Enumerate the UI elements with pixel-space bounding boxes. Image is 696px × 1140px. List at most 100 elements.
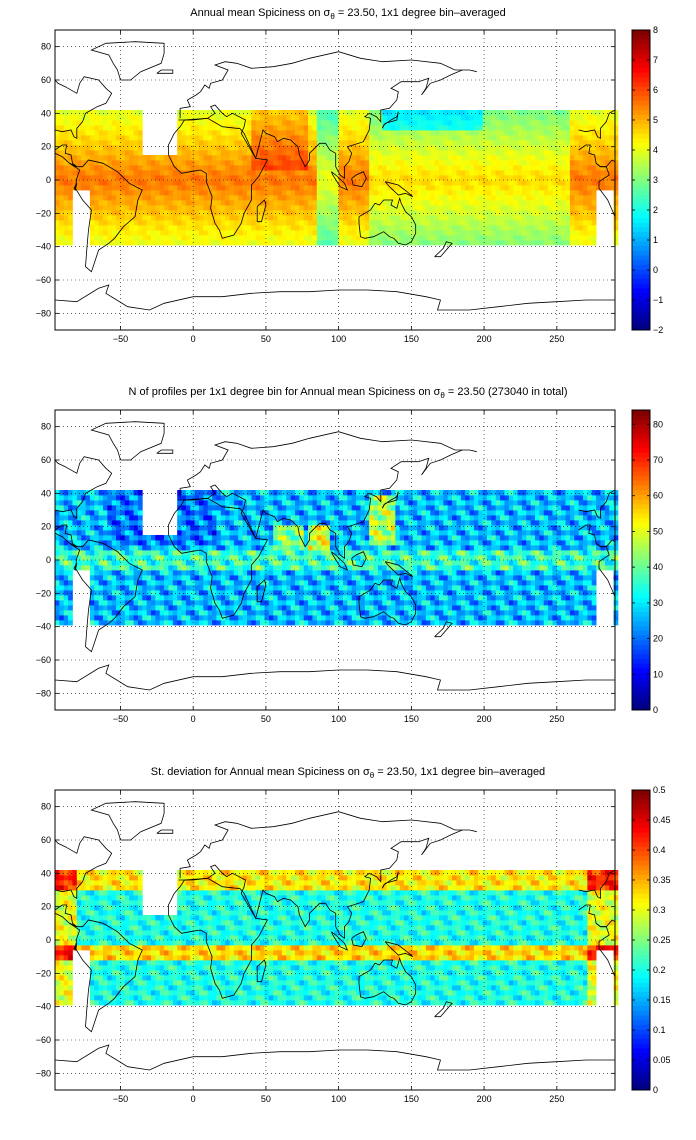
heatmap-cell [552,200,558,206]
heatmap-cell [308,615,313,621]
heatmap-cell [107,195,113,201]
heatmap-cell [308,505,313,511]
heatmap-cell [578,130,584,136]
heatmap-cell [613,210,619,216]
heatmap-cell [373,155,379,161]
heatmap-cell [199,110,204,116]
heatmap-cell [268,520,274,526]
heatmap-cell [68,505,73,511]
heatmap-cell [430,180,436,186]
heatmap-cell [500,150,505,156]
heatmap-cell [194,510,200,516]
heatmap-cell [216,120,222,126]
heatmap-cell [548,200,553,206]
heatmap-cell [391,220,396,226]
heatmap-cell [447,110,453,116]
heatmap-cell [500,180,505,186]
heatmap-cell [587,160,593,166]
heatmap-cell [146,545,152,551]
coastline [54,144,78,168]
heatmap-cell [321,215,326,221]
heatmap-cell [377,225,383,231]
heatmap-cell [177,500,182,506]
heatmap-cell [194,620,200,626]
heatmap-cell [377,240,383,246]
heatmap-cell [199,205,204,211]
heatmap-cell [308,155,313,161]
heatmap-cell [456,130,462,136]
heatmap-cell [565,210,571,216]
heatmap-cell [225,205,230,211]
heatmap-cell [391,135,396,141]
heatmap-cell [220,220,226,226]
heatmap-cell [273,550,278,556]
heatmap-cell [81,175,86,181]
heatmap-cell [190,495,196,501]
heatmap-cell [421,200,427,206]
heatmap-cell [404,150,409,156]
heatmap-cell [303,550,309,556]
heatmap-cell [238,590,244,596]
heatmap-cell [408,190,414,196]
heatmap-cell [574,165,580,171]
heatmap-cell [347,115,353,121]
heatmap-cell [129,110,134,116]
heatmap-cell [181,200,187,206]
heatmap-cell [116,575,121,581]
heatmap-cell [129,140,134,146]
heatmap-cell [460,125,466,131]
heatmap-cell [596,145,601,151]
heatmap-cell [63,585,69,591]
heatmap-cell [351,170,357,176]
heatmap-cell [491,195,497,201]
heatmap-cell [142,200,148,206]
heatmap-cell [495,145,501,151]
heatmap-cell [194,605,200,611]
heatmap-cell [212,540,217,546]
heatmap-cell [194,140,200,146]
heatmap-cell [329,235,335,241]
heatmap-cell [478,125,484,131]
heatmap-cell [151,560,156,566]
heatmap-cell [251,495,257,501]
heatmap-cell [591,150,597,156]
heatmap-cell [308,120,313,126]
heatmap-cell [561,190,566,196]
heatmap-cell [273,520,278,526]
heatmap-cell [447,215,453,221]
heatmap-cell [277,215,283,221]
heatmap-cell [89,520,95,526]
heatmap-cell [260,205,265,211]
heatmap-cell [229,570,235,576]
heatmap-cell [111,215,117,221]
y-tick-label: 20 [41,142,51,152]
heatmap-cell [242,520,248,526]
heatmap-cell [59,560,65,566]
heatmap-cell [216,490,222,496]
heatmap-cell [430,230,436,236]
heatmap-cell [613,155,619,161]
heatmap-cell [216,595,222,601]
heatmap-cell [404,125,409,131]
heatmap-cell [373,135,379,141]
heatmap-cell [478,215,484,221]
heatmap-cell [185,115,191,121]
heatmap-cell [478,165,484,171]
heatmap-cell [242,130,248,136]
heatmap-cell [500,215,505,221]
heatmap-cell [356,230,361,236]
heatmap-cell [569,215,575,221]
heatmap-cell [225,490,230,496]
heatmap-cell [351,225,357,231]
heatmap-cell [124,200,130,206]
heatmap-cell [111,540,117,546]
heatmap-cell [120,570,126,576]
heatmap-cell [273,600,278,606]
heatmap-cell [133,535,139,541]
heatmap-cell [203,580,209,586]
heatmap-cell [242,535,248,541]
heatmap-cell [364,195,370,201]
heatmap-cell [260,135,265,141]
heatmap-cell [526,115,532,121]
heatmap-cell [203,530,209,536]
